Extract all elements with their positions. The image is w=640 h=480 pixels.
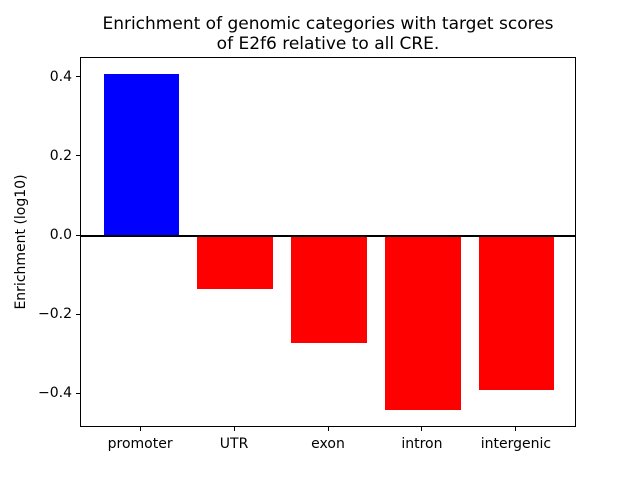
y-tick-mark	[76, 76, 80, 78]
bar-UTR	[197, 236, 273, 290]
x-tick-label-intergenic: intergenic	[480, 436, 552, 452]
y-tick-mark	[76, 155, 80, 157]
x-tick-mark	[327, 427, 329, 431]
y-tick-label: 0.0	[49, 227, 72, 244]
x-tick-mark	[233, 427, 235, 431]
x-tick-mark	[515, 427, 517, 431]
x-tick-label-promoter: promoter	[107, 436, 173, 452]
bar-intron	[385, 236, 461, 411]
y-tick-label: −0.2	[38, 306, 72, 323]
y-tick-label: 0.4	[49, 68, 72, 85]
x-tick-label-exon: exon	[311, 436, 345, 452]
x-tick-mark	[421, 427, 423, 431]
x-tick-mark	[139, 427, 141, 431]
chart-title: Enrichment of genomic categories with ta…	[102, 14, 554, 54]
y-tick-mark	[76, 392, 80, 394]
y-tick-label: −0.4	[38, 385, 72, 402]
y-tick-mark	[76, 234, 80, 236]
zero-line	[81, 235, 575, 238]
y-tick-label: 0.2	[49, 147, 72, 164]
bar-promoter	[103, 73, 179, 237]
y-tick-mark	[76, 313, 80, 315]
x-tick-label-intron: intron	[401, 436, 443, 452]
x-tick-label-UTR: UTR	[219, 436, 249, 452]
plot-area	[80, 57, 576, 427]
bar-intergenic	[479, 236, 555, 391]
bar-exon	[291, 236, 367, 343]
